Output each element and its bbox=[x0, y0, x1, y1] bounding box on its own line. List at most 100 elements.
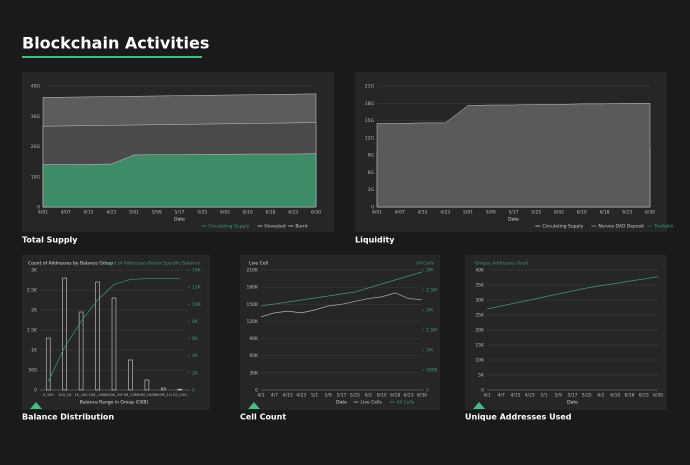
x-tick-label: 5/17 bbox=[567, 393, 577, 399]
y2-tick-label: 8K bbox=[192, 319, 199, 325]
line bbox=[486, 276, 659, 310]
x-tick-label: 4/23 bbox=[525, 393, 535, 399]
x-tick-label: 5/09 bbox=[486, 210, 496, 216]
line bbox=[47, 278, 180, 382]
y2-tick-label: 2K bbox=[192, 370, 199, 376]
y2-tick-label: 14K bbox=[192, 268, 202, 274]
y-tick-label: 0 bbox=[34, 388, 37, 394]
x-tick-label: 5/25 bbox=[531, 210, 541, 216]
x-tick-label: 4/1 bbox=[483, 393, 490, 399]
bar bbox=[95, 281, 100, 391]
y-tick-label: 3K bbox=[31, 268, 38, 274]
y-tick-label: 210K bbox=[246, 268, 259, 274]
y2-tick-label: 1M bbox=[426, 348, 433, 354]
x-tick-label: 6/30 bbox=[645, 210, 655, 216]
bar bbox=[78, 311, 84, 391]
x-tick-label: 5/9 bbox=[324, 393, 331, 399]
legend-label: Nervos DAO Deposit bbox=[598, 224, 644, 230]
x-tick-label: 4/23 bbox=[106, 210, 116, 216]
x-tick-label: 4/15 bbox=[83, 210, 93, 216]
x-tick-label: 5/1 bbox=[311, 393, 318, 399]
x-tick-label: 6/23 bbox=[404, 393, 414, 399]
y2-axis-label: All Cells bbox=[416, 261, 434, 267]
panel bbox=[465, 255, 667, 410]
y-tick-label: 0 bbox=[481, 388, 484, 394]
bar bbox=[111, 297, 117, 391]
x-tick-label: 1M_10M bbox=[123, 393, 138, 397]
legend-label: Unvested bbox=[264, 224, 285, 230]
x-tick-label: 5/01 bbox=[129, 210, 139, 216]
y-tick-label: 1K bbox=[31, 348, 38, 354]
y-tick-label: 21G bbox=[365, 84, 375, 90]
y2-tick-label: 0 bbox=[192, 388, 195, 394]
marker bbox=[30, 402, 42, 409]
legend-label: Circulating Supply bbox=[208, 224, 249, 230]
y-tick-label: 30G bbox=[31, 114, 41, 120]
x-tick-label: 10M_100M bbox=[137, 393, 156, 397]
y-tick-label: 2K bbox=[31, 308, 38, 314]
chart-caption: Liquidity bbox=[355, 236, 395, 245]
x-tick-label: 4/15 bbox=[510, 393, 520, 399]
y-tick-label: 3G bbox=[368, 187, 375, 193]
page-title: Blockchain Activities bbox=[22, 34, 209, 53]
x-tick-label: 6/10 bbox=[610, 393, 620, 399]
legend-label: Live Cells bbox=[361, 400, 383, 406]
y-tick-label: 5K bbox=[478, 373, 485, 379]
x-tick-label: 5/17 bbox=[174, 210, 184, 216]
bar bbox=[144, 379, 150, 391]
x-tick-label: 6/18 bbox=[265, 210, 275, 216]
y-tick-label: 30K bbox=[249, 370, 259, 376]
y-tick-label: 90K bbox=[249, 336, 259, 342]
x-tick-label: 6/23 bbox=[622, 210, 632, 216]
y-tick-label: 18G bbox=[365, 101, 375, 107]
marker bbox=[473, 402, 485, 409]
x-axis-label: Date bbox=[336, 400, 347, 406]
legend-label: Burnt bbox=[295, 224, 308, 230]
y-axis-label: Count of Addresses by Balance Group bbox=[28, 261, 113, 267]
legend-label: All Cells bbox=[397, 400, 415, 406]
line bbox=[260, 292, 423, 318]
y2-tick-label: 6K bbox=[192, 336, 199, 342]
chart-caption: Unique Addresses Used bbox=[465, 413, 572, 422]
x-tick-label: 1K_10K bbox=[74, 393, 88, 397]
line bbox=[260, 271, 423, 307]
y2-tick-label: 3M bbox=[426, 268, 433, 274]
x-tick-label: 4/01 bbox=[372, 210, 382, 216]
x-tick-label: 4/7 bbox=[498, 393, 505, 399]
x-tick-label: 5/9 bbox=[555, 393, 562, 399]
bar bbox=[177, 388, 183, 391]
panel bbox=[240, 255, 440, 410]
area bbox=[376, 103, 651, 208]
x-tick-label: 100K_1M bbox=[106, 393, 122, 397]
y-tick-label: 12G bbox=[365, 135, 375, 141]
x-tick-label: 6/18 bbox=[599, 210, 609, 216]
x-tick-label: 1G_10G bbox=[173, 393, 187, 397]
x-tick-label: 6/10 bbox=[377, 393, 387, 399]
x-tick-label: 4/23 bbox=[440, 210, 450, 216]
x-tick-label: 5/25 bbox=[350, 393, 360, 399]
y-tick-label: 20G bbox=[31, 144, 41, 150]
x-tick-label: 0_100 bbox=[43, 393, 55, 397]
x-tick-label: 4/07 bbox=[395, 210, 405, 216]
y-tick-label: 10K bbox=[475, 358, 485, 364]
x-tick-label: 4/15 bbox=[283, 393, 293, 399]
legend-label: Circulating Supply bbox=[542, 224, 583, 230]
y-axis-label: Unique Addresses Used bbox=[475, 261, 528, 267]
y-tick-label: 20K bbox=[475, 328, 485, 334]
x-tick-label: 100_1K bbox=[58, 393, 72, 397]
marker bbox=[248, 402, 260, 409]
x-tick-label: 5/17 bbox=[336, 393, 346, 399]
x-tick-label: 6/02 bbox=[220, 210, 230, 216]
bar bbox=[45, 337, 51, 391]
x-tick-label: 6/10 bbox=[577, 210, 587, 216]
x-tick-label: 5/09 bbox=[152, 210, 162, 216]
area bbox=[42, 153, 317, 208]
x-tick-label: 5/25 bbox=[197, 210, 207, 216]
x-tick-label: 4/07 bbox=[61, 210, 71, 216]
x-tick-label: 6/10 bbox=[243, 210, 253, 216]
x-axis-label: Balance Range in Group (CKB) bbox=[80, 400, 149, 406]
y-tick-label: 500 bbox=[28, 368, 37, 374]
x-tick-label: 4/01 bbox=[38, 210, 48, 216]
